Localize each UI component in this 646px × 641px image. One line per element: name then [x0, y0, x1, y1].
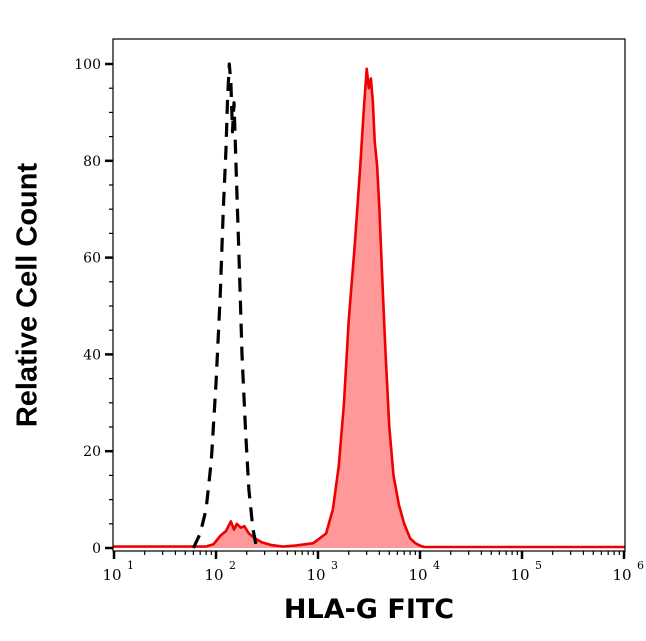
y-tick-label: 40 [83, 347, 101, 363]
svg-text:10: 10 [408, 566, 427, 584]
y-tick-label: 20 [83, 444, 101, 460]
y-axis: 0 20 40 60 80 100 [74, 57, 113, 557]
svg-text:4: 4 [433, 559, 440, 572]
svg-text:2: 2 [229, 559, 236, 572]
svg-text:10: 10 [510, 566, 529, 584]
svg-text:10: 10 [102, 566, 121, 584]
y-tick-label: 80 [83, 154, 101, 170]
y-tick-label: 0 [92, 541, 101, 557]
x-tick-label: 10 4 [408, 559, 440, 584]
stained-sample-curve [113, 67, 625, 549]
svg-text:10: 10 [204, 566, 223, 584]
isotype-control-curve [191, 62, 259, 549]
svg-text:10: 10 [612, 566, 631, 584]
plot-series [113, 62, 625, 549]
x-tick-label: 10 2 [204, 559, 236, 584]
svg-text:3: 3 [331, 559, 338, 572]
y-axis-label: Relative Cell Count [11, 162, 44, 428]
y-tick-label: 60 [83, 251, 101, 267]
x-tick-label: 10 3 [306, 559, 338, 584]
series-fill [113, 68, 625, 549]
y-tick-label: 100 [74, 57, 101, 73]
svg-text:5: 5 [535, 559, 542, 572]
x-axis: 10 1 10 2 10 3 10 4 10 5 10 6 [102, 551, 644, 584]
x-tick-label: 10 5 [510, 559, 542, 584]
x-tick-label: 10 6 [612, 559, 644, 584]
plot-frame [112, 38, 626, 552]
x-tick-label: 10 1 [102, 559, 134, 584]
svg-text:6: 6 [637, 559, 644, 572]
svg-text:1: 1 [127, 559, 134, 572]
svg-text:10: 10 [306, 566, 325, 584]
x-axis-label: HLA-G FITC [283, 594, 455, 625]
